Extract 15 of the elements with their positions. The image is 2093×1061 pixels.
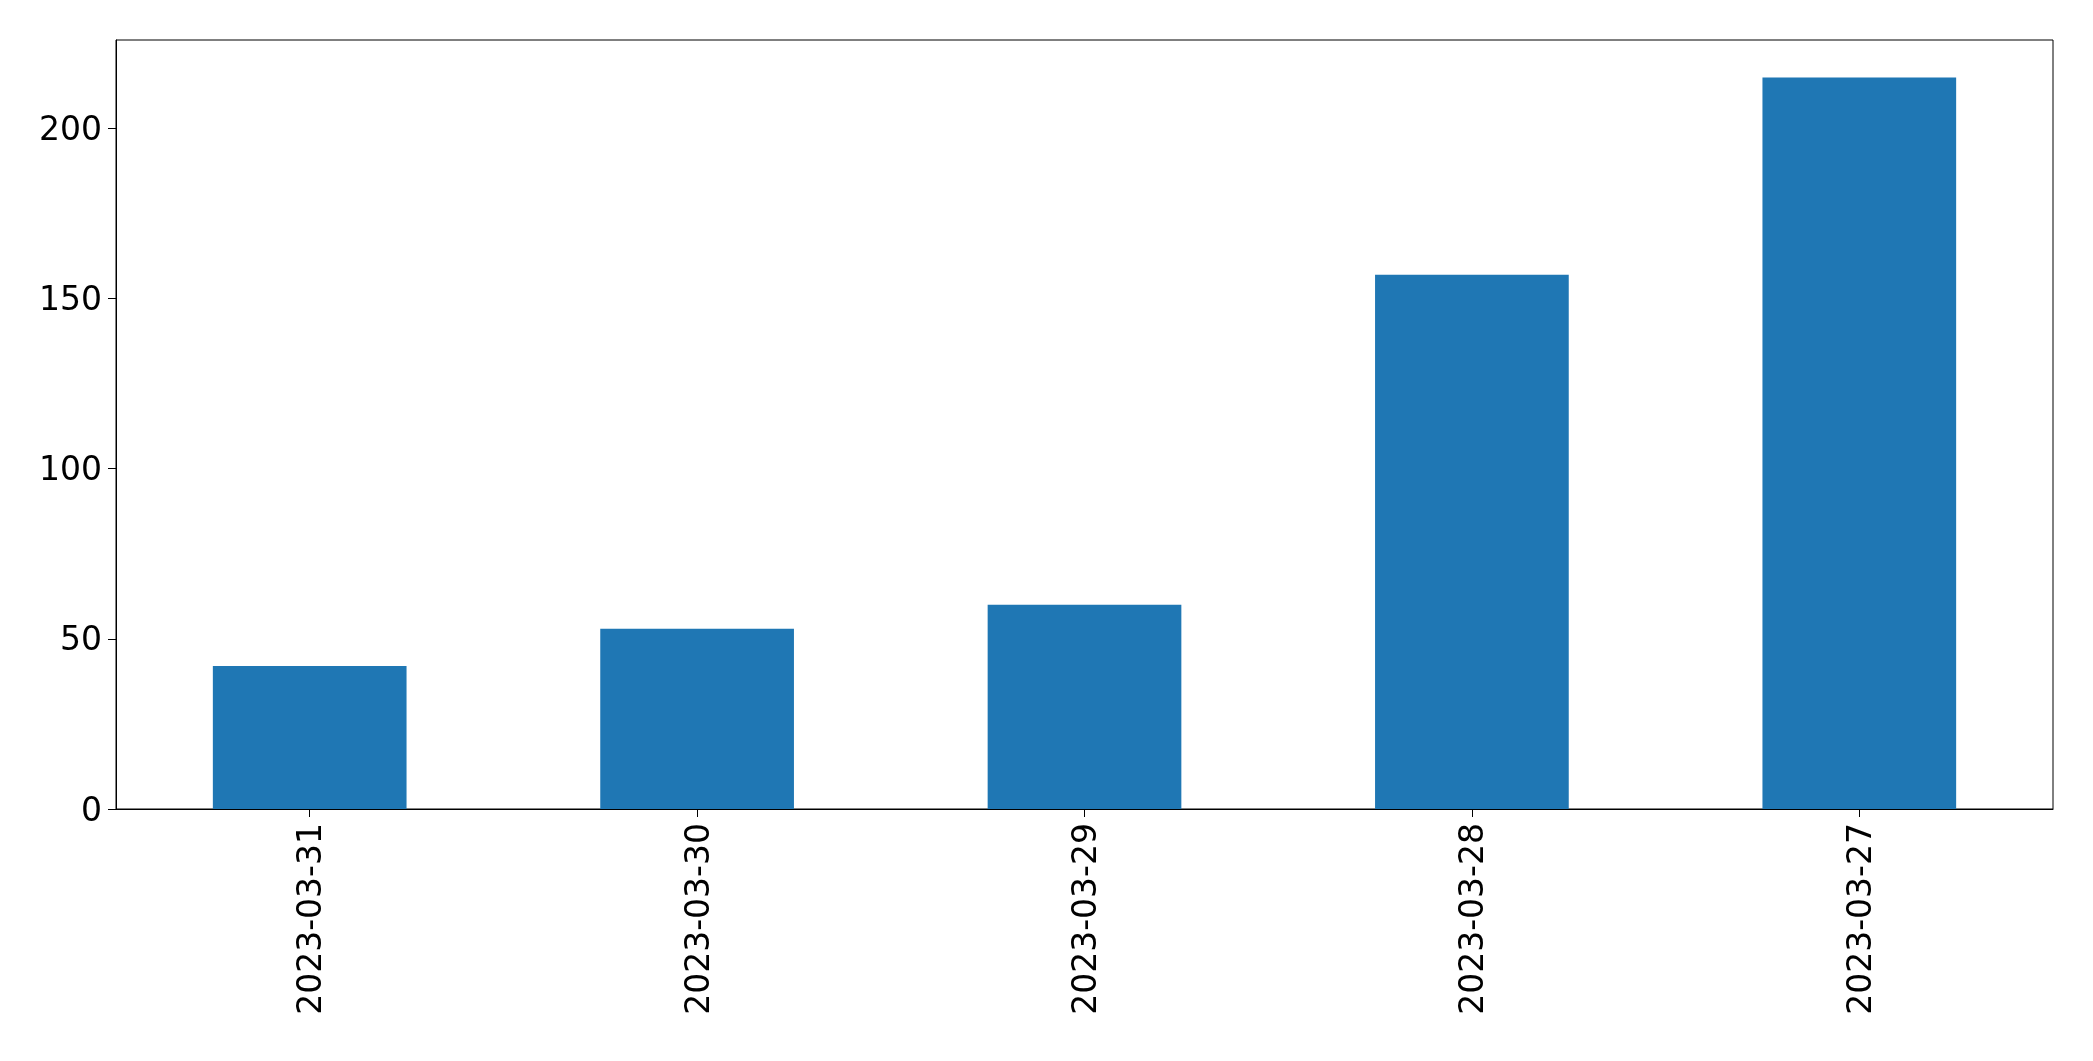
y-tick-label: 100 xyxy=(39,449,102,489)
x-tick-label: 2023-03-27 xyxy=(1839,823,1879,1015)
bar xyxy=(987,604,1182,809)
x-tick-label: 2023-03-30 xyxy=(677,823,717,1015)
bar xyxy=(1375,274,1569,809)
x-tick-label: 2023-03-31 xyxy=(290,823,330,1015)
bar xyxy=(1762,77,1957,809)
y-tick-label: 0 xyxy=(81,789,102,829)
bar xyxy=(212,666,407,809)
y-tick-label: 50 xyxy=(60,619,102,659)
x-tick-label: 2023-03-29 xyxy=(1065,823,1104,1015)
bar xyxy=(600,628,794,809)
y-tick-label: 200 xyxy=(39,108,102,148)
x-tick-label: 2023-03-28 xyxy=(1452,823,1492,1015)
y-tick-label: 150 xyxy=(39,279,102,319)
